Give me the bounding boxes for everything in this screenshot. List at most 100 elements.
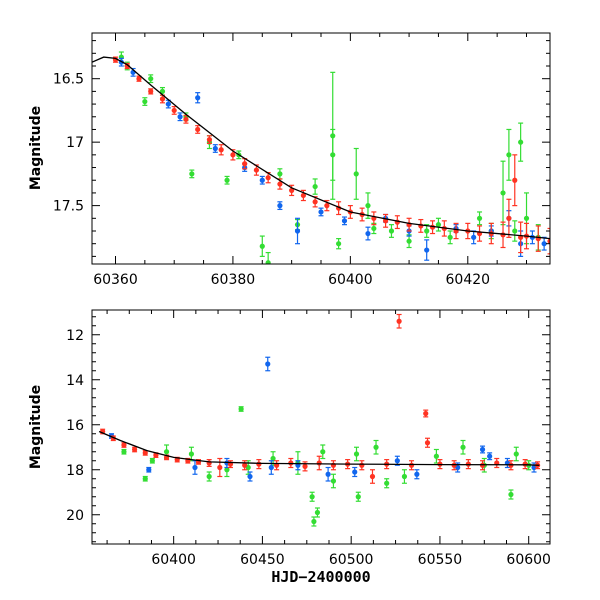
y-tick-label: 12 xyxy=(66,328,84,344)
green-data-point xyxy=(148,74,154,84)
red-data-point xyxy=(110,435,116,442)
blue-data-point xyxy=(195,92,201,104)
red-data-point xyxy=(289,184,295,197)
green-data-point xyxy=(311,516,317,527)
green-data-point xyxy=(500,160,506,226)
red-data-point xyxy=(506,198,512,238)
green-data-point xyxy=(447,230,453,245)
green-data-point xyxy=(277,168,283,180)
bottom-axes: 60400 60450 60500 60550 60600 12 14 16 18 20 xyxy=(66,309,551,568)
red-data-point xyxy=(424,437,431,448)
green-data-point xyxy=(401,469,408,484)
green-data-point xyxy=(460,439,466,455)
green-data-point xyxy=(506,128,512,181)
blue-data-point xyxy=(365,226,371,241)
red-data-point xyxy=(274,460,280,471)
red-data-point xyxy=(330,460,337,471)
y-tick-label: 16 xyxy=(66,418,84,434)
blue-data-point xyxy=(294,217,301,245)
green-data-point xyxy=(314,507,321,518)
blue-data-point xyxy=(247,471,253,482)
red-data-point xyxy=(535,225,541,252)
x-tick-label: 60400 xyxy=(151,552,196,568)
green-data-point xyxy=(508,489,514,500)
green-data-point xyxy=(355,491,361,502)
red-data-point xyxy=(369,469,376,484)
bottom-model-curve xyxy=(98,430,540,466)
green-data-point xyxy=(259,235,265,257)
red-data-point xyxy=(159,94,166,104)
green-data-point xyxy=(330,473,337,489)
red-data-point xyxy=(476,225,483,242)
green-data-point xyxy=(353,147,359,200)
red-data-point xyxy=(479,460,486,471)
red-data-point xyxy=(206,135,213,145)
green-data-point xyxy=(435,217,442,232)
green-data-point xyxy=(518,122,524,162)
green-data-point xyxy=(149,457,155,464)
red-data-point xyxy=(217,457,223,478)
top-axes: 60360 60380 60400 60420 16.5 17 17.5 xyxy=(53,32,551,288)
red-data-point xyxy=(423,409,429,418)
x-tick-label: 60400 xyxy=(328,272,373,288)
x-tick-label: 60500 xyxy=(329,552,374,568)
blue-data-point xyxy=(177,112,183,122)
red-data-point xyxy=(408,460,415,471)
model-curve-line xyxy=(92,56,550,240)
red-data-point xyxy=(206,459,212,467)
red-data-point xyxy=(371,211,377,226)
top-model-curve xyxy=(92,56,550,240)
top-data-points xyxy=(112,51,550,264)
red-data-point xyxy=(195,125,201,134)
blue-data-point xyxy=(146,466,152,473)
bottom-data-points xyxy=(100,313,541,527)
y-tick-label: 20 xyxy=(66,508,84,524)
green-data-point xyxy=(238,406,244,412)
blue-data-point xyxy=(341,216,348,226)
green-data-point xyxy=(512,220,518,242)
y-tick-label: 14 xyxy=(66,373,84,389)
red-data-point xyxy=(132,446,138,453)
green-data-point xyxy=(265,251,271,264)
green-data-point xyxy=(373,439,379,455)
blue-data-point xyxy=(479,445,486,454)
green-data-point xyxy=(320,444,326,460)
red-data-point xyxy=(359,460,365,471)
blue-data-point xyxy=(414,469,420,480)
top-y-axis-label: Magnitude xyxy=(28,106,44,190)
blue-data-point xyxy=(471,230,477,245)
x-tick-label: 60600 xyxy=(506,552,551,568)
green-data-point xyxy=(365,192,371,219)
red-data-point xyxy=(148,88,154,95)
x-tick-label: 60380 xyxy=(211,272,256,288)
red-data-point xyxy=(382,213,389,228)
red-data-point xyxy=(183,114,189,124)
blue-data-point xyxy=(318,207,324,217)
blue-data-point xyxy=(541,236,547,251)
blue-data-point xyxy=(424,239,430,261)
x-tick-label: 60420 xyxy=(446,272,491,288)
green-data-point xyxy=(309,491,315,502)
green-data-point xyxy=(388,224,395,238)
red-data-point xyxy=(121,442,127,448)
red-data-point xyxy=(406,217,412,232)
top-panel: 60360 60380 60400 60420 16.5 17 17.5 Magnitude xyxy=(28,32,551,288)
green-data-point xyxy=(406,234,412,249)
x-tick-label: 60360 xyxy=(93,272,138,288)
y-tick-label: 16.5 xyxy=(53,72,84,88)
red-data-point xyxy=(418,218,424,233)
green-data-point xyxy=(121,448,127,455)
green-data-point xyxy=(312,178,318,195)
blue-data-point xyxy=(487,452,493,461)
green-data-point xyxy=(424,224,430,238)
blue-data-point xyxy=(394,455,400,466)
blue-data-point xyxy=(325,466,331,482)
red-data-point xyxy=(336,201,342,216)
red-data-point xyxy=(256,459,262,470)
green-data-point xyxy=(189,169,195,179)
green-data-point xyxy=(206,471,212,482)
green-data-point xyxy=(224,175,230,185)
green-data-point xyxy=(142,97,148,106)
red-data-point xyxy=(396,313,402,329)
